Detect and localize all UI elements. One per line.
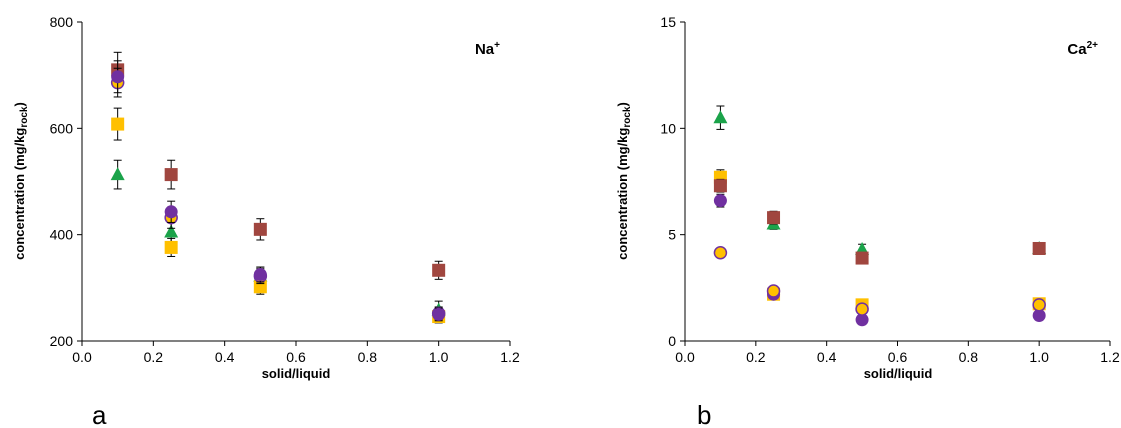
panel-a-letter: a xyxy=(92,400,107,428)
panel-b-x-tick-label: 0.6 xyxy=(888,349,908,365)
panel-a-series-2 xyxy=(111,107,446,324)
data-point-triangle xyxy=(713,110,728,124)
panel-b-series-0 xyxy=(713,105,1047,256)
data-point-circle xyxy=(855,302,869,316)
data-point-circle xyxy=(111,70,125,84)
panel-b-series-2 xyxy=(713,178,1046,265)
panel-a-series-0 xyxy=(111,51,446,280)
data-point-circle xyxy=(713,245,728,260)
panel-b-series-3 xyxy=(713,193,1046,327)
panel-b-ion-label: Ca2+ xyxy=(1067,40,1098,58)
data-point-circle xyxy=(1032,298,1046,312)
data-point-circle xyxy=(855,313,869,327)
panel-a-y-tick-label: 800 xyxy=(50,14,74,30)
data-point-square xyxy=(111,117,125,131)
panel-a-y-tick-label: 400 xyxy=(50,227,74,243)
data-point-circle xyxy=(1032,308,1046,322)
panel-a-y-axis-label: concentration (mg/kgrock) xyxy=(12,102,30,260)
panel-a-x-tick-label: 0.8 xyxy=(358,349,378,365)
panel-a-x-tick-label: 1.2 xyxy=(500,349,520,365)
panel-a-ticks: 0.0 0.2 0.4 0.6 0.8 1.0 1.2 200 400 600 800 xyxy=(50,14,520,365)
panel-b-x-tick-label: 0.2 xyxy=(746,349,766,365)
panel-b-y-tick-label: 5 xyxy=(668,227,676,243)
panel-a-ion-label: Na+ xyxy=(475,40,500,58)
panel-a-x-tick-label: 1.0 xyxy=(429,349,449,365)
panel-b-y-tick-label: 10 xyxy=(660,120,676,136)
data-point-circle xyxy=(253,268,267,282)
panel-b-x-tick-label: 0.8 xyxy=(959,349,979,365)
panel-b-x-axis-label: solid/liquid xyxy=(864,366,933,381)
panel-a-x-tick-label: 0.6 xyxy=(286,349,306,365)
data-point-circle xyxy=(713,194,727,208)
panel-b-series-1 xyxy=(713,169,1046,312)
panel-a-y-tick-label: 200 xyxy=(50,333,74,349)
data-point-square xyxy=(855,251,869,265)
data-point-circle xyxy=(164,205,178,219)
data-point-square xyxy=(164,168,178,182)
data-point-square xyxy=(164,240,178,254)
panel-b-x-tick-label: 1.0 xyxy=(1029,349,1049,365)
panel-a-series-3 xyxy=(110,67,446,321)
panel-a-axes xyxy=(81,22,510,342)
panel-a-series-1 xyxy=(110,159,446,320)
panel-b-axes xyxy=(684,22,1110,342)
panel-b-x-tick-label: 1.2 xyxy=(1100,349,1120,365)
panel-a-x-tick-label: 0.2 xyxy=(144,349,164,365)
data-point-triangle xyxy=(164,224,179,238)
chart-panel-a: 0.0 0.2 0.4 0.6 0.8 1.0 1.2 200 400 600 800 Na+ so… xyxy=(12,14,520,428)
data-point-square xyxy=(432,263,446,277)
panel-b-y-tick-label: 0 xyxy=(668,333,676,349)
panel-a-x-tick-label: 0.0 xyxy=(72,349,92,365)
panel-a-x-tick-label: 0.4 xyxy=(215,349,235,365)
panel-b-marks xyxy=(713,105,1047,327)
panel-b-letter: b xyxy=(697,400,711,428)
data-point-square xyxy=(1032,241,1046,255)
panel-a-series-4 xyxy=(111,60,446,322)
panel-a-marks xyxy=(110,51,446,324)
panel-b-y-axis-label: concentration (mg/kgrock) xyxy=(615,102,633,260)
data-point-circle xyxy=(432,307,446,321)
data-point-square xyxy=(767,211,781,225)
data-point-triangle xyxy=(110,167,125,181)
data-point-square xyxy=(713,179,727,193)
panel-b-series-4 xyxy=(713,245,1046,316)
panel-b-x-tick-label: 0.4 xyxy=(817,349,837,365)
panel-b-ticks: 0.0 0.2 0.4 0.6 0.8 1.0 1.2 0 5 10 15 xyxy=(660,14,1120,365)
data-point-square xyxy=(253,222,267,236)
chart-panel-b: 0.0 0.2 0.4 0.6 0.8 1.0 1.2 0 5 10 15 Ca2+ solid/l… xyxy=(615,14,1120,428)
panel-b-x-tick-label: 0.0 xyxy=(675,349,695,365)
panel-b-y-tick-label: 15 xyxy=(660,14,676,30)
panel-a-x-axis-label: solid/liquid xyxy=(262,366,331,381)
data-point-circle xyxy=(766,284,781,298)
panel-a-y-tick-label: 600 xyxy=(50,120,74,136)
